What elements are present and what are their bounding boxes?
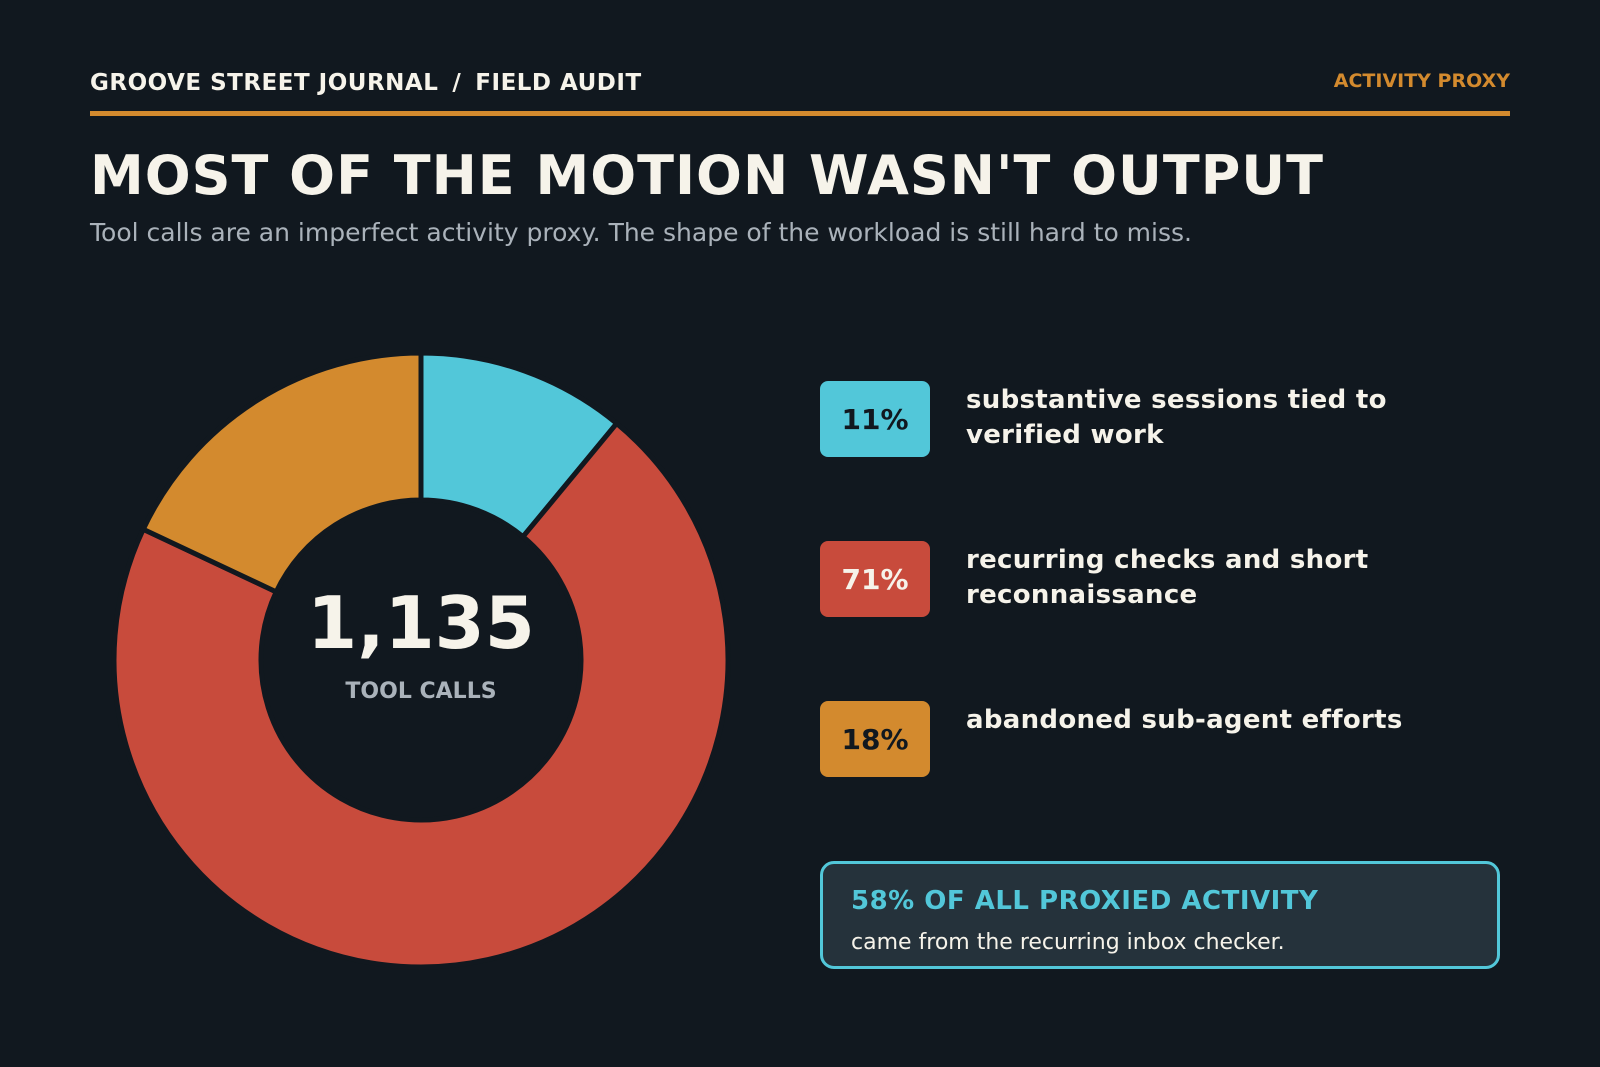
callout-box: 58% OF ALL PROXIED ACTIVITY came from th…: [820, 861, 1500, 969]
center-total-value: 1,135: [307, 581, 535, 665]
donut-chart: 1,135 TOOL CALLS: [111, 350, 731, 970]
center-total-label: TOOL CALLS: [345, 679, 496, 704]
slice-recurring-checks: [111, 419, 731, 970]
legend-badge: 71%: [820, 541, 930, 617]
breadcrumb-separator: /: [452, 70, 462, 96]
legend-label: substantive sessions tied to verified wo…: [966, 385, 1387, 450]
page-title: MOST OF THE MOTION WASN'T OUTPUT: [90, 144, 1324, 207]
brand-name: GROOVE STREET JOURNAL: [90, 70, 439, 96]
legend-badge: 11%: [820, 381, 930, 457]
donut-slices: [111, 350, 731, 970]
callout-title: 58% OF ALL PROXIED ACTIVITY: [851, 886, 1319, 916]
legend-badge: 18%: [820, 701, 930, 777]
slice-abandoned-efforts: [139, 350, 424, 596]
section-name: FIELD AUDIT: [475, 70, 642, 96]
callout-body: came from the recurring inbox checker.: [851, 930, 1285, 955]
subtitle: Tool calls are an imperfect activity pro…: [90, 218, 1192, 247]
legend-label: recurring checks and short reconnaissanc…: [966, 545, 1369, 610]
category-tag: ACTIVITY PROXY: [1333, 70, 1510, 92]
legend-label: abandoned sub-agent efforts: [966, 705, 1403, 735]
publication-title: GROOVE STREET JOURNAL / FIELD AUDIT: [90, 70, 642, 96]
header-bar: GROOVE STREET JOURNAL / FIELD AUDIT ACTIVI…: [90, 66, 1510, 116]
